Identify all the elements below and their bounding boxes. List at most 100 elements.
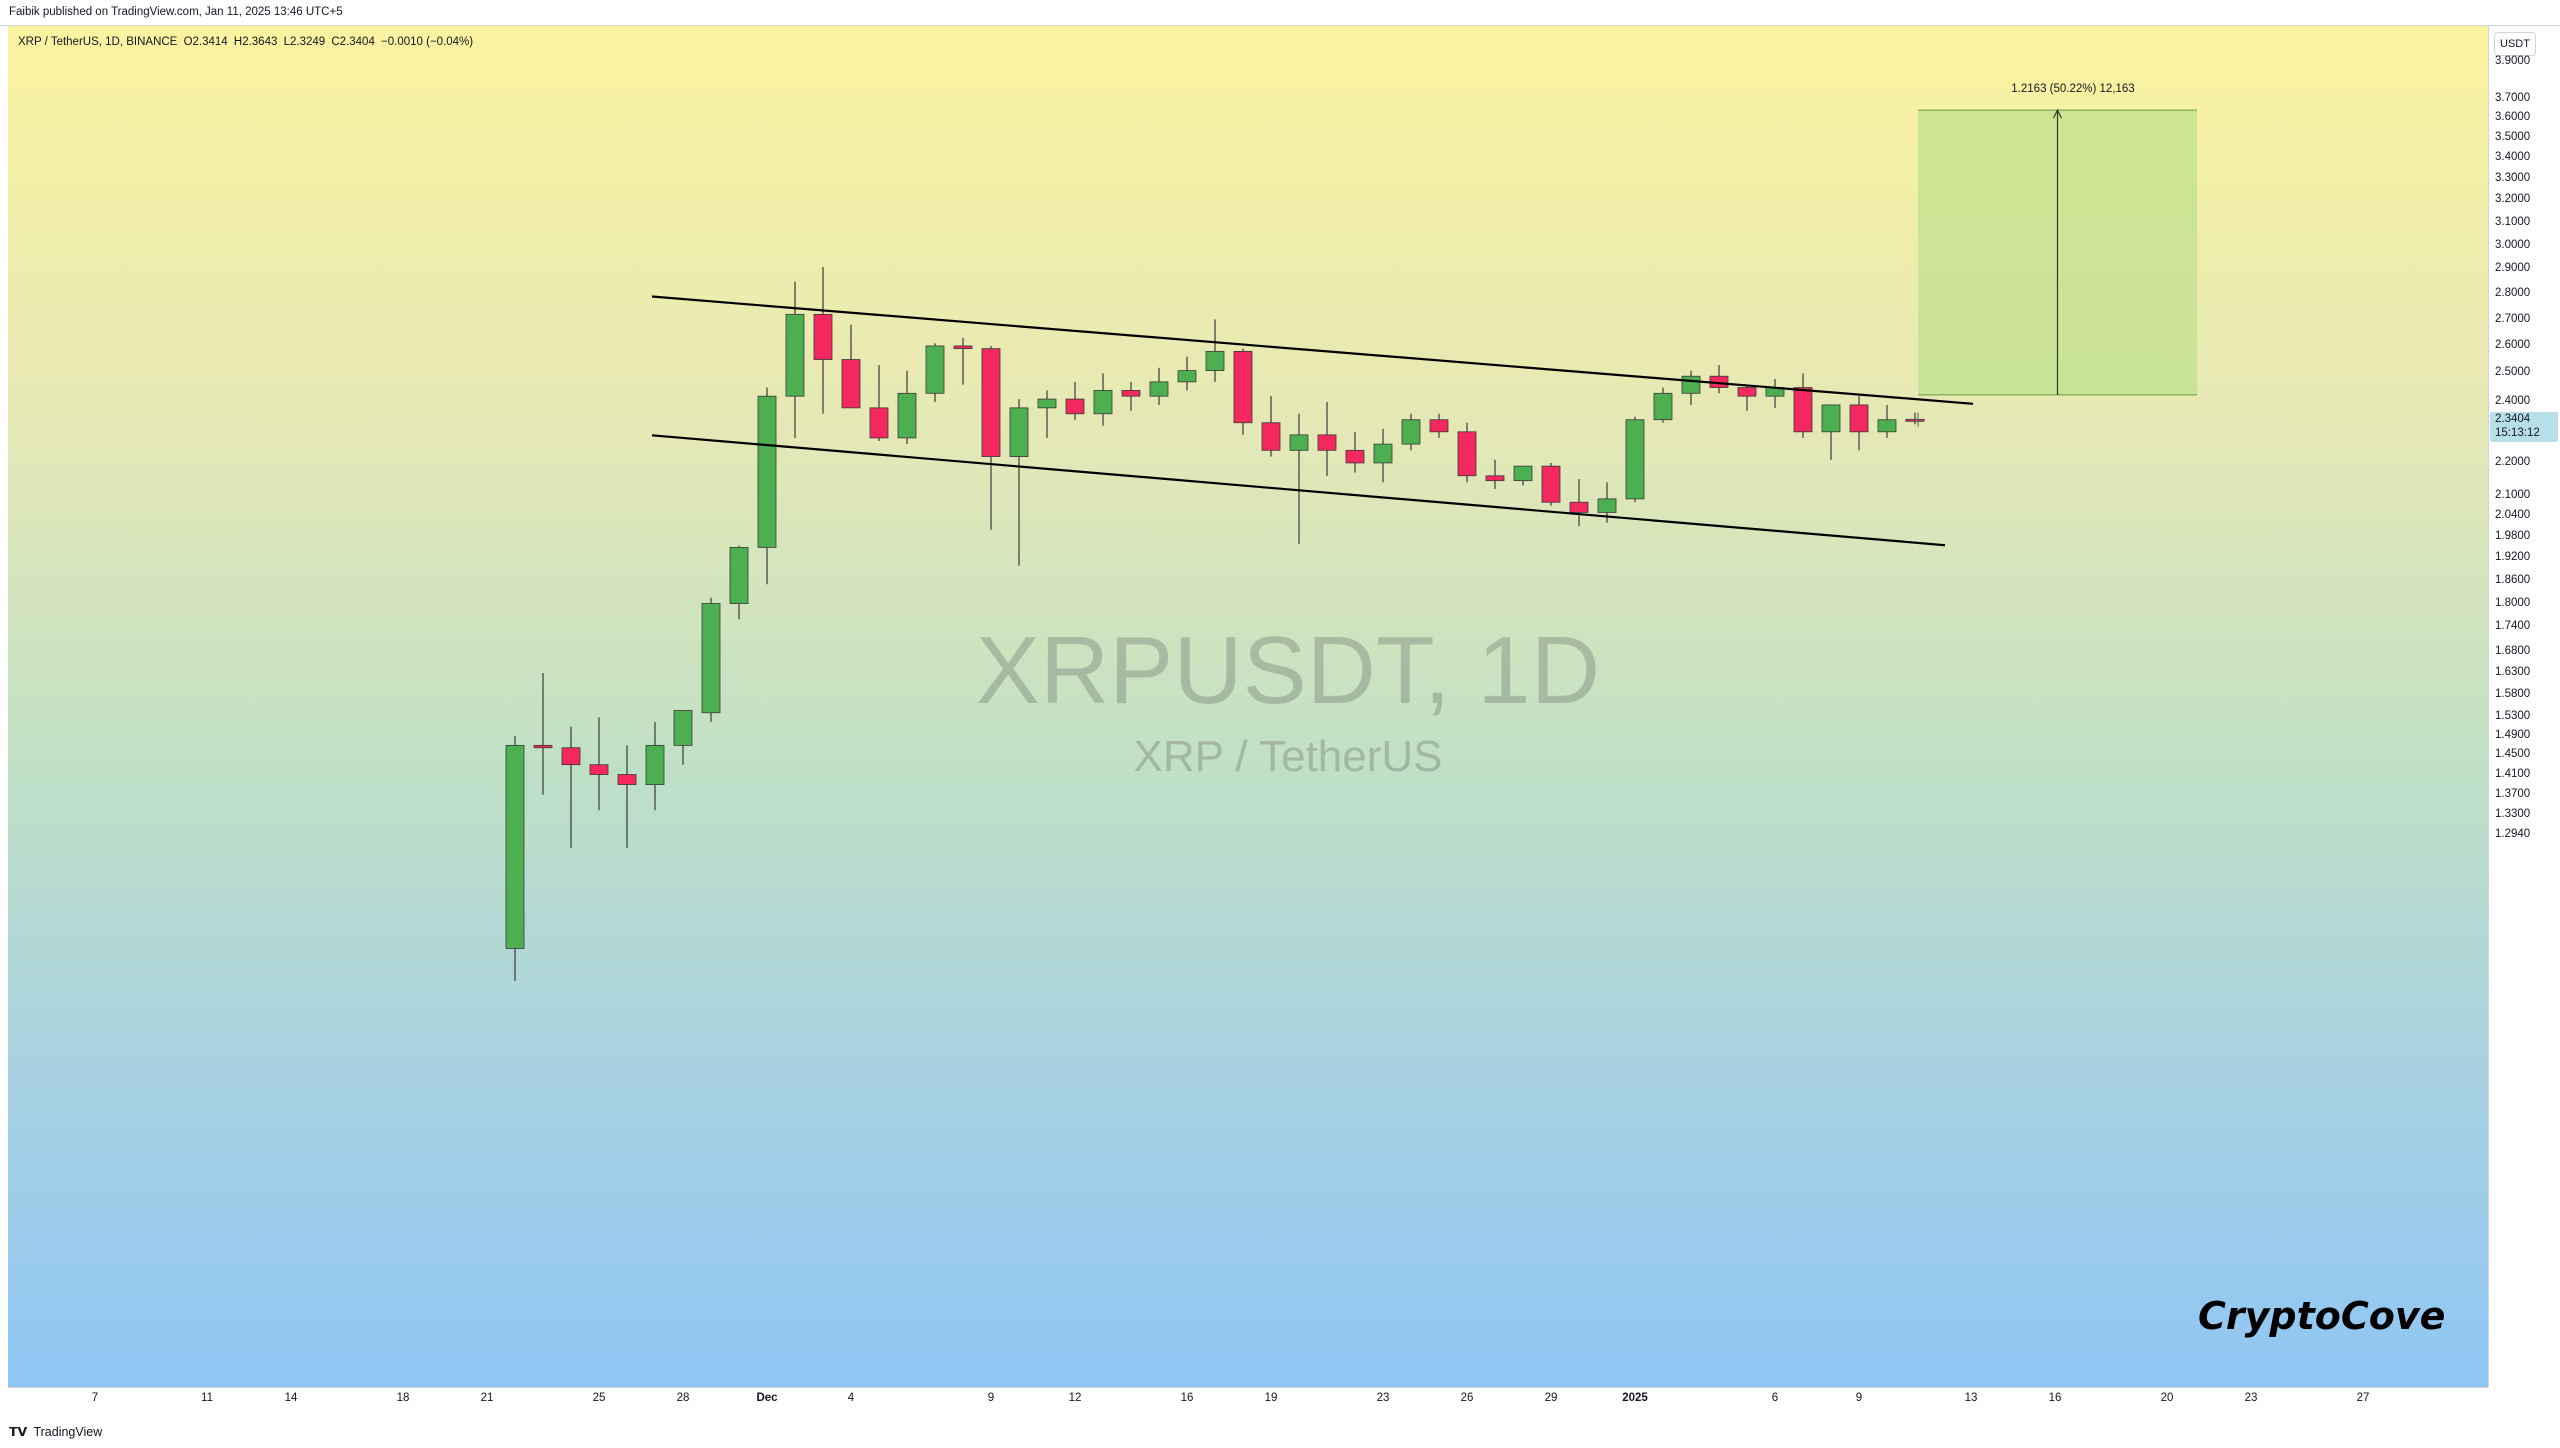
time-tick: 9 — [1855, 1392, 1863, 1404]
candle[interactable] — [1513, 465, 1533, 486]
cursor-group — [1911, 412, 1925, 427]
price-tick: 2.4000 — [2495, 395, 2531, 407]
candle[interactable] — [1485, 459, 1505, 489]
publish-header: Faibik published on TradingView.com, Jan… — [0, 0, 2560, 26]
candle-body — [1877, 419, 1897, 433]
tradingview-logo-icon: 𝗧𝗩 — [9, 1425, 28, 1439]
price-tick: 1.8600 — [2495, 573, 2531, 586]
candlestick-plot[interactable] — [8, 26, 2488, 1387]
candle[interactable] — [1373, 428, 1393, 483]
price-tick: 2.8000 — [2495, 287, 2531, 300]
candle[interactable] — [645, 721, 665, 811]
price-tick: 1.2940 — [2495, 827, 2531, 840]
chart-area[interactable]: XRPUSDT, 1D XRP / TetherUS XRP / TetherU… — [8, 26, 2488, 1387]
candle[interactable] — [1905, 412, 1925, 425]
channel-upper-line[interactable] — [651, 295, 1974, 405]
candle[interactable] — [813, 267, 833, 414]
candle-body — [1513, 465, 1533, 482]
candle[interactable] — [1177, 356, 1197, 391]
time-tick: 16 — [1180, 1392, 1194, 1404]
candle[interactable] — [1793, 373, 1813, 438]
legend-symbol[interactable]: XRP / TetherUS, 1D, BINANCE — [18, 36, 178, 48]
time-tick: 6 — [1771, 1392, 1779, 1404]
projection-arrow-head-icon — [2052, 108, 2063, 119]
candle[interactable] — [1345, 431, 1365, 473]
price-tick: 3.3000 — [2495, 171, 2531, 184]
price-tick: 2.0400 — [2495, 508, 2531, 521]
candle-body — [589, 764, 609, 775]
candle[interactable] — [1821, 404, 1841, 460]
candle-body — [1009, 407, 1029, 458]
candle[interactable] — [1205, 319, 1225, 382]
time-tick: 12 — [1068, 1392, 1082, 1404]
candle-body — [981, 348, 1001, 458]
time-tick: 27 — [2356, 1392, 2370, 1404]
time-tick: 19 — [1264, 1392, 1278, 1404]
candle[interactable] — [1037, 390, 1057, 438]
candle[interactable] — [897, 370, 917, 445]
candle[interactable] — [533, 672, 553, 795]
candle[interactable] — [925, 343, 945, 402]
time-tick: 26 — [1460, 1392, 1474, 1404]
candle[interactable] — [1317, 402, 1337, 476]
candle[interactable] — [1765, 379, 1785, 408]
candle[interactable] — [981, 345, 1001, 530]
channel-group — [651, 295, 1974, 547]
symbol-legend[interactable]: XRP / TetherUS, 1D, BINANCE O2.3414 H2.3… — [18, 36, 476, 48]
candle[interactable] — [729, 545, 749, 620]
candle[interactable] — [561, 726, 581, 848]
candle-body — [505, 744, 525, 949]
candle[interactable] — [785, 281, 805, 438]
candle[interactable] — [617, 745, 637, 848]
price-tick: 3.4000 — [2495, 151, 2531, 164]
price-tick: 2.9000 — [2495, 262, 2531, 275]
candle[interactable] — [1289, 413, 1309, 544]
candle[interactable] — [701, 597, 721, 722]
candle[interactable] — [953, 337, 973, 385]
price-axis[interactable] — [2488, 26, 2560, 1387]
candles-group — [505, 267, 1925, 982]
candle[interactable] — [869, 365, 889, 442]
candle[interactable] — [1737, 384, 1757, 411]
candle[interactable] — [1401, 413, 1421, 451]
candle[interactable] — [1093, 373, 1113, 426]
candle[interactable] — [1457, 422, 1477, 483]
candle[interactable] — [841, 324, 861, 409]
candle[interactable] — [1569, 479, 1589, 527]
channel-lower-line[interactable] — [651, 434, 1946, 547]
tradingview-footer[interactable]: 𝗧𝗩 TradingView — [9, 1424, 102, 1439]
price-tick: 1.7400 — [2495, 620, 2531, 633]
candle[interactable] — [757, 387, 777, 585]
price-tick: 1.4900 — [2495, 728, 2531, 741]
price-tick: 2.2000 — [2495, 455, 2531, 468]
candle-body — [1681, 375, 1701, 394]
time-axis[interactable] — [8, 1387, 2488, 1409]
candle[interactable] — [1065, 381, 1085, 420]
currency-button[interactable]: USDT — [2494, 32, 2536, 56]
price-tick: 1.4100 — [2495, 767, 2531, 780]
candle[interactable] — [1009, 399, 1029, 566]
time-tick: 23 — [1376, 1392, 1390, 1404]
candle[interactable] — [505, 735, 525, 982]
candle[interactable] — [1681, 370, 1701, 405]
candle-body — [1457, 431, 1477, 477]
candle[interactable] — [1261, 396, 1281, 457]
candle-body — [1261, 422, 1281, 451]
candle-body — [1289, 434, 1309, 451]
candle[interactable] — [1709, 365, 1729, 394]
candle[interactable] — [1849, 396, 1869, 451]
last-price-label: 2.3404 15:13:12 — [2490, 411, 2558, 442]
candle[interactable] — [1233, 348, 1253, 435]
candle[interactable] — [1625, 416, 1645, 503]
candle[interactable] — [1653, 387, 1673, 423]
candle[interactable] — [673, 710, 693, 765]
candle[interactable] — [589, 717, 609, 811]
publish-info: Faibik published on TradingView.com, Jan… — [9, 6, 343, 18]
projection-label: 1.2163 (50.22%) 12,163 — [2011, 83, 2135, 96]
candle[interactable] — [1541, 462, 1561, 506]
candle[interactable] — [1877, 404, 1897, 438]
candle[interactable] — [1121, 381, 1141, 411]
candle[interactable] — [1429, 413, 1449, 438]
candle[interactable] — [1149, 367, 1169, 405]
price-tick: 2.1000 — [2495, 488, 2531, 501]
